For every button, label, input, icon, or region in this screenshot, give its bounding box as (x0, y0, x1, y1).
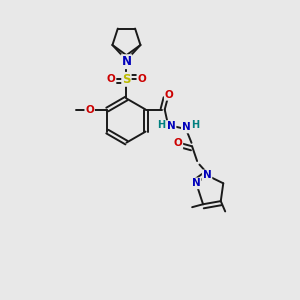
Text: O: O (174, 138, 182, 148)
Text: H: H (192, 120, 200, 130)
Text: O: O (165, 90, 173, 100)
Text: N: N (122, 55, 131, 68)
Text: H: H (157, 120, 165, 130)
Text: O: O (107, 74, 116, 84)
Text: N: N (167, 121, 176, 131)
Text: N: N (203, 170, 212, 180)
Text: S: S (122, 73, 131, 86)
Text: O: O (137, 74, 146, 84)
Text: N: N (192, 178, 201, 188)
Text: N: N (182, 122, 190, 133)
Text: O: O (85, 104, 94, 115)
